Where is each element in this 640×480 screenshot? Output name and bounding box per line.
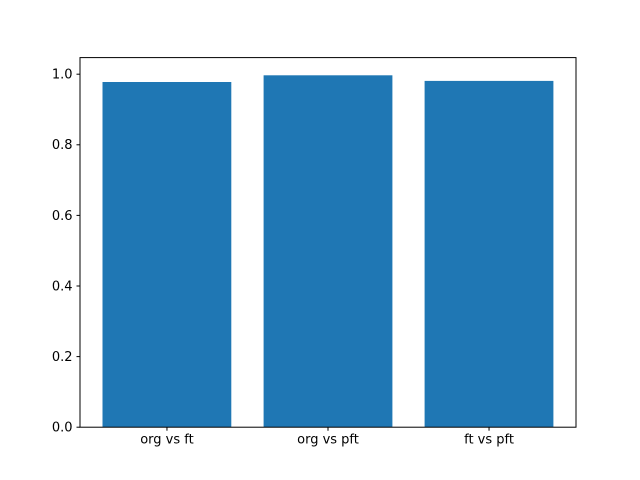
y-tick-label: 0.0	[52, 421, 73, 436]
y-tick-label: 1.0	[52, 68, 73, 83]
x-tick-label: org vs ft	[140, 433, 194, 448]
bar-org-vs-ft	[102, 82, 232, 428]
bar-org-vs-pft	[263, 75, 393, 428]
y-tick-label: 0.8	[52, 138, 73, 153]
x-tick-label: org vs pft	[297, 433, 359, 448]
y-tick-label: 0.6	[52, 209, 73, 224]
x-tick-label: ft vs pft	[464, 433, 514, 448]
y-tick-label: 0.2	[52, 350, 73, 365]
y-tick-label: 0.4	[52, 279, 73, 294]
bar-ft-vs-pft	[424, 80, 554, 428]
